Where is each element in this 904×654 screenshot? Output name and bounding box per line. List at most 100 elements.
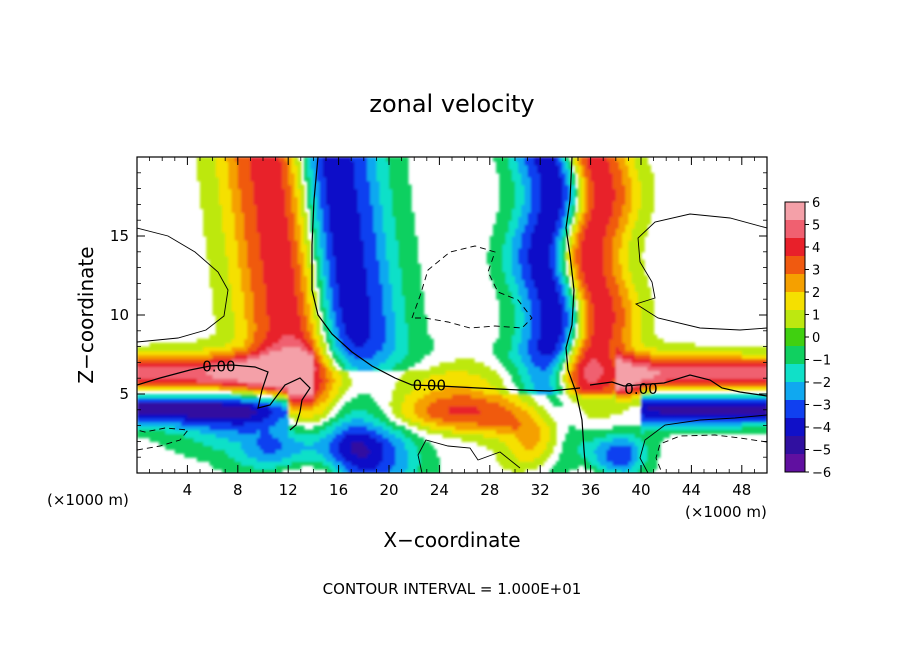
field-cell [155, 397, 160, 403]
field-cell [193, 429, 198, 435]
field-cell [363, 449, 368, 454]
field-cell [360, 421, 365, 427]
field-cell [615, 401, 620, 407]
field-cell [215, 417, 220, 423]
field-cell [407, 437, 412, 442]
field-cell [196, 421, 201, 427]
field-cell [222, 378, 226, 383]
field-cell [253, 382, 258, 387]
field-cell [647, 390, 652, 395]
field-cell [146, 394, 151, 399]
field-cell [244, 433, 248, 439]
field-cell [341, 469, 346, 473]
field-cell [174, 374, 179, 379]
field-cell [606, 401, 611, 407]
field-cell [511, 405, 516, 411]
field-cell [357, 429, 362, 435]
field-cell [303, 453, 308, 458]
field-cell [533, 445, 538, 450]
field-cell [326, 401, 330, 407]
field-cell [669, 413, 674, 419]
field-cell [272, 425, 277, 431]
field-cell [313, 382, 318, 387]
field-cell [411, 413, 415, 419]
field-cell [458, 425, 463, 431]
field-cell [744, 382, 749, 387]
field-cell [593, 449, 598, 454]
field-cell [593, 441, 598, 446]
field-cell [600, 429, 604, 435]
field-cell [474, 425, 478, 431]
field-cell [641, 394, 645, 399]
field-cell [675, 386, 680, 391]
field-cell [370, 433, 374, 439]
field-cell [470, 413, 475, 419]
field-cell [672, 394, 677, 399]
field-cell [568, 457, 573, 462]
field-cell [615, 378, 620, 383]
field-cell [209, 417, 214, 423]
field-cell [647, 397, 652, 403]
field-cell [231, 378, 236, 383]
field-cell [700, 386, 705, 391]
field-cell [429, 386, 434, 391]
field-cell [464, 405, 469, 411]
field-cell [470, 437, 475, 442]
field-cell [275, 429, 280, 435]
field-cell [297, 445, 302, 450]
field-cell [184, 413, 188, 419]
field-cell [310, 390, 314, 395]
field-cell [518, 417, 522, 423]
field-cell [373, 445, 377, 450]
field-cell [300, 390, 305, 395]
field-cell [392, 465, 396, 470]
field-cell [697, 401, 702, 407]
field-cell [505, 457, 510, 462]
field-cell [524, 461, 529, 466]
field-cell [332, 457, 337, 462]
field-cell [467, 429, 472, 435]
field-cell [300, 386, 305, 391]
field-cell [505, 441, 510, 446]
field-cell [606, 378, 611, 383]
field-cell [578, 433, 582, 439]
field-cell [458, 390, 463, 395]
field-cell [433, 413, 437, 419]
field-cell [196, 386, 201, 391]
field-cell [162, 437, 166, 442]
field-cell [407, 378, 412, 383]
field-cell [335, 441, 340, 446]
field-cell [533, 453, 538, 458]
field-cell [486, 441, 491, 446]
field-cell [200, 429, 204, 435]
field-cell [744, 421, 749, 427]
field-cell [738, 417, 743, 423]
field-cell [303, 401, 308, 407]
field-cell [470, 405, 475, 411]
field-cell [429, 413, 434, 419]
field-cell [417, 378, 422, 383]
field-cell [609, 453, 614, 458]
field-cell [404, 401, 409, 407]
field-cell [423, 405, 428, 411]
field-cell [218, 409, 223, 415]
field-cell [634, 457, 639, 462]
field-cell [398, 397, 403, 403]
field-cell [398, 413, 403, 419]
field-cell [168, 382, 173, 387]
field-cell [496, 374, 500, 379]
field-cell [426, 401, 431, 407]
field-cell [203, 413, 207, 419]
field-cell [266, 401, 270, 407]
field-cell [417, 417, 422, 423]
field-cell [606, 453, 611, 458]
field-cell [480, 382, 485, 387]
field-cell [193, 433, 198, 439]
field-cell [732, 413, 737, 419]
field-cell [404, 366, 409, 371]
field-cell [518, 374, 522, 379]
field-cell [433, 386, 437, 391]
field-cell [159, 433, 163, 439]
field-cell [537, 421, 541, 427]
field-cell [681, 425, 686, 431]
